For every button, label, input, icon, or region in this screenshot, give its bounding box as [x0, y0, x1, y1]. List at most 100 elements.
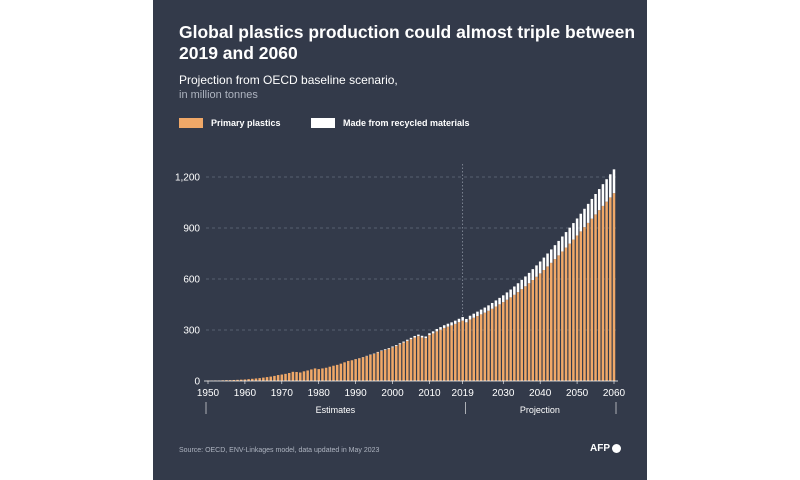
bar-primary — [494, 306, 498, 381]
bar-recycled — [542, 257, 546, 270]
bar-primary — [420, 337, 424, 381]
bar-recycled — [605, 179, 608, 202]
bar-primary — [483, 312, 487, 381]
bar-recycled — [597, 189, 601, 211]
bar-recycled — [424, 336, 428, 339]
bar-primary — [406, 340, 409, 381]
bar-primary — [446, 326, 450, 381]
bar-primary — [232, 379, 236, 381]
bar-primary — [295, 371, 298, 381]
bar-primary — [302, 371, 306, 381]
bar-primary — [310, 369, 313, 381]
bar-recycled — [387, 348, 391, 349]
bar-primary — [457, 322, 461, 381]
bar-recycled — [494, 300, 498, 307]
bar-recycled — [413, 335, 416, 338]
bar-primary — [236, 379, 239, 381]
bar-primary — [361, 357, 365, 381]
bar-recycled — [435, 328, 439, 332]
bar-primary — [468, 319, 472, 381]
x-tick-label: 1970 — [271, 388, 294, 399]
bar-primary — [265, 377, 269, 381]
chart-panel: Global plastics production could almost … — [153, 0, 647, 480]
bar-recycled — [483, 307, 487, 313]
bar-recycled — [557, 240, 560, 256]
bar-recycled — [446, 323, 450, 327]
bar-recycled — [505, 292, 509, 300]
bar-primary — [538, 273, 542, 381]
bar-recycled — [586, 203, 590, 223]
bar-recycled — [420, 335, 424, 338]
bar-primary — [502, 302, 505, 381]
bar-recycled — [383, 349, 387, 350]
bar-primary — [365, 356, 368, 381]
bar-primary — [328, 366, 332, 381]
bar-recycled — [380, 350, 383, 351]
bar-primary — [590, 218, 594, 381]
bar-primary — [376, 352, 380, 381]
bar-primary — [225, 380, 228, 381]
bar-primary — [287, 373, 291, 381]
x-tick-label: 2050 — [566, 388, 589, 399]
bar-primary — [450, 325, 453, 381]
bar-primary — [284, 373, 287, 381]
bar-primary — [561, 251, 564, 381]
afp-logo-text: AFP — [590, 443, 610, 454]
legend-swatch-recycled — [311, 118, 335, 128]
bar-primary — [394, 345, 398, 381]
bar-primary — [601, 205, 605, 381]
x-tick-label: 1950 — [197, 388, 220, 399]
bar-recycled — [490, 302, 494, 309]
bar-primary — [549, 262, 553, 381]
legend-label-primary: Primary plastics — [211, 118, 281, 128]
bar-primary — [350, 360, 354, 381]
bar-primary — [332, 365, 335, 381]
bar-primary — [273, 375, 276, 381]
bar-primary — [228, 380, 232, 381]
bar-primary — [276, 375, 280, 381]
bar-primary — [461, 320, 464, 381]
bar-primary — [612, 193, 616, 381]
x-tick-label: 2040 — [529, 388, 552, 399]
bar-recycled — [487, 305, 490, 311]
bar-recycled — [428, 333, 431, 336]
bar-primary — [524, 286, 527, 381]
bar-primary — [498, 304, 501, 381]
bar-primary — [431, 333, 435, 381]
x-tick-label: 1990 — [345, 388, 368, 399]
x-tick-label: 2060 — [603, 388, 626, 399]
bar-recycled — [513, 286, 516, 295]
chart-subtitle: Projection from OECD baseline scenario, — [179, 73, 398, 87]
bar-recycled — [409, 337, 413, 340]
bar-recycled — [590, 198, 594, 219]
bar-recycled — [498, 297, 501, 305]
bar-recycled — [394, 345, 398, 346]
y-tick-label: 300 — [183, 326, 200, 337]
bar-primary — [509, 297, 512, 381]
bar-primary — [335, 364, 339, 381]
bar-recycled — [535, 265, 538, 277]
afp-logo: AFP — [590, 443, 621, 454]
x-tick-label: 2000 — [381, 388, 404, 399]
bar-primary — [516, 292, 520, 381]
bar-primary — [527, 283, 531, 381]
bar-recycled — [472, 313, 476, 318]
bar-recycled — [609, 174, 612, 198]
x-tick-label: 2019 — [452, 388, 475, 399]
legend-primary: Primary plastics — [179, 118, 281, 128]
bar-recycled — [579, 213, 583, 232]
bar-primary — [609, 197, 612, 381]
chart-title: Global plastics production could almost … — [179, 22, 636, 63]
bar-recycled — [583, 208, 586, 228]
bar-primary — [476, 316, 479, 381]
y-tick-label: 1,200 — [175, 173, 200, 184]
bar-primary — [535, 276, 538, 381]
bar-primary — [564, 247, 568, 381]
bar-recycled — [457, 318, 461, 323]
bar-primary — [247, 379, 250, 381]
bar-primary — [258, 378, 261, 381]
bar-primary — [465, 322, 468, 381]
bar-primary — [505, 299, 509, 381]
bar-recycled — [468, 315, 472, 320]
bar-primary — [383, 349, 387, 381]
